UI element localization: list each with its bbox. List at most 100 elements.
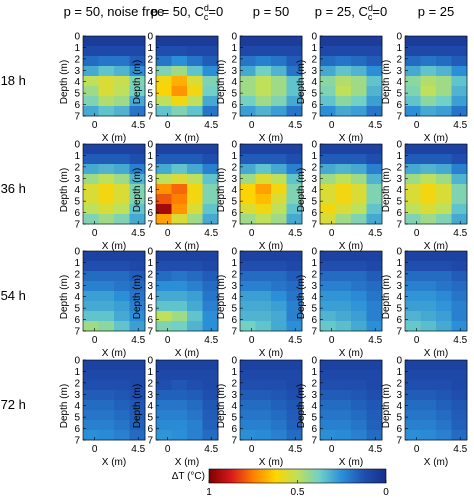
heatmap-cell [420, 410, 437, 421]
heatmap-cell [156, 194, 172, 205]
y-tick-label: 1 [147, 43, 153, 54]
y-tick-label: 3 [231, 66, 237, 77]
heatmap-cell [335, 86, 352, 97]
heatmap-cell [98, 390, 115, 401]
x-tick-label: 0 [249, 444, 255, 455]
y-tick-label: 1 [396, 151, 402, 162]
y-tick-label: 4 [74, 185, 80, 196]
heatmap-cell [366, 311, 383, 322]
heatmap-cell [436, 204, 452, 215]
panel-frame [82, 359, 146, 441]
heatmap-cell [156, 96, 172, 107]
heatmap-cell [171, 106, 188, 117]
y-tick-label: 2 [311, 269, 317, 280]
panel-frame [239, 35, 303, 117]
x-tick-label: 4.5 [131, 120, 145, 131]
heatmap-cell [255, 360, 272, 371]
heatmap-cell [405, 144, 421, 155]
heatmap-cell [255, 380, 272, 391]
heatmap-cell [351, 154, 367, 165]
column-title: p = 50, Cd c=0 [151, 3, 223, 22]
heatmap-cell [366, 36, 383, 47]
y-tick-label: 4 [311, 292, 317, 303]
heatmap-cell [240, 36, 256, 47]
heatmap-cell [129, 194, 146, 205]
heatmap-cell [171, 194, 188, 205]
y-tick-label: 0 [311, 356, 317, 367]
heatmap-cell [255, 66, 272, 77]
heatmap-cell [187, 96, 203, 107]
y-tick-label: 0 [147, 140, 153, 151]
heatmap-cell [320, 96, 336, 107]
heatmap-cell [366, 106, 383, 117]
y-tick-label: 2 [74, 162, 80, 173]
heatmap-cell [156, 76, 172, 87]
y-axis-label: Depth (m) [59, 275, 70, 319]
heatmap-cell [98, 76, 115, 87]
x-tick-label: 4.5 [453, 228, 467, 239]
x-axis-label: X (m) [102, 241, 126, 252]
heatmap-cell [436, 400, 452, 411]
heatmap-cell [420, 66, 437, 77]
heatmap-cell [255, 76, 272, 87]
heatmap-cell [240, 271, 256, 282]
panel-frame [82, 143, 146, 225]
heatmap-cell [83, 106, 99, 117]
heatmap-cell [351, 86, 367, 97]
y-tick-label: 3 [311, 281, 317, 292]
heatmap-cell [187, 261, 203, 272]
heatmap-cell [98, 144, 115, 155]
heatmap-cell [271, 194, 287, 205]
heatmap-cell [156, 271, 172, 282]
heatmap-cell [114, 430, 130, 441]
heatmap-cell [436, 194, 452, 205]
y-tick-label: 2 [147, 162, 153, 173]
heatmap-cell [240, 154, 256, 165]
heatmap-cell [335, 214, 352, 225]
y-tick-label: 2 [311, 54, 317, 65]
heatmap-cell [240, 251, 256, 262]
heatmap-cell [286, 390, 303, 401]
heatmap-cell [202, 311, 219, 322]
x-tick-label: 4.5 [204, 335, 218, 346]
y-tick-label: 5 [231, 413, 237, 424]
heatmap-cell [129, 281, 146, 292]
heatmap-cell [271, 390, 287, 401]
heatmap-cell [83, 86, 99, 97]
row-label: t = 54 h [0, 288, 26, 303]
heatmap-cell [335, 301, 352, 312]
heatmap-cell [286, 380, 303, 391]
y-tick-label: 0 [231, 140, 237, 151]
heatmap-cell [240, 46, 256, 57]
heatmap-cell [351, 76, 367, 87]
heatmap-cell [286, 86, 303, 97]
x-tick-label: 0 [165, 335, 171, 346]
heatmap-cell [114, 400, 130, 411]
panel-frame [319, 250, 383, 332]
heatmap-cell [351, 390, 367, 401]
heatmap-cell [98, 36, 115, 47]
heatmap-cell [240, 281, 256, 292]
heatmap-cell [286, 321, 303, 332]
heatmap-cell [240, 86, 256, 97]
heatmap-cell [320, 291, 336, 302]
heatmap-cell [271, 154, 287, 165]
heatmap-cell [114, 174, 130, 185]
heatmap-cell [83, 271, 99, 282]
y-tick-label: 0 [396, 140, 402, 151]
heatmap-cell [129, 291, 146, 302]
y-tick-label: 7 [311, 220, 317, 231]
heatmap-cell [320, 360, 336, 371]
heatmap-cell [286, 184, 303, 195]
y-tick-label: 7 [311, 327, 317, 338]
x-tick-label: 4.5 [368, 120, 382, 131]
heatmap-cell [405, 370, 421, 381]
heatmap-cell [114, 420, 130, 431]
y-tick-label: 6 [74, 100, 80, 111]
heatmap-cell [320, 174, 336, 185]
heatmap-cell [271, 96, 287, 107]
heatmap-cell [271, 36, 287, 47]
x-tick-label: 4.5 [453, 335, 467, 346]
